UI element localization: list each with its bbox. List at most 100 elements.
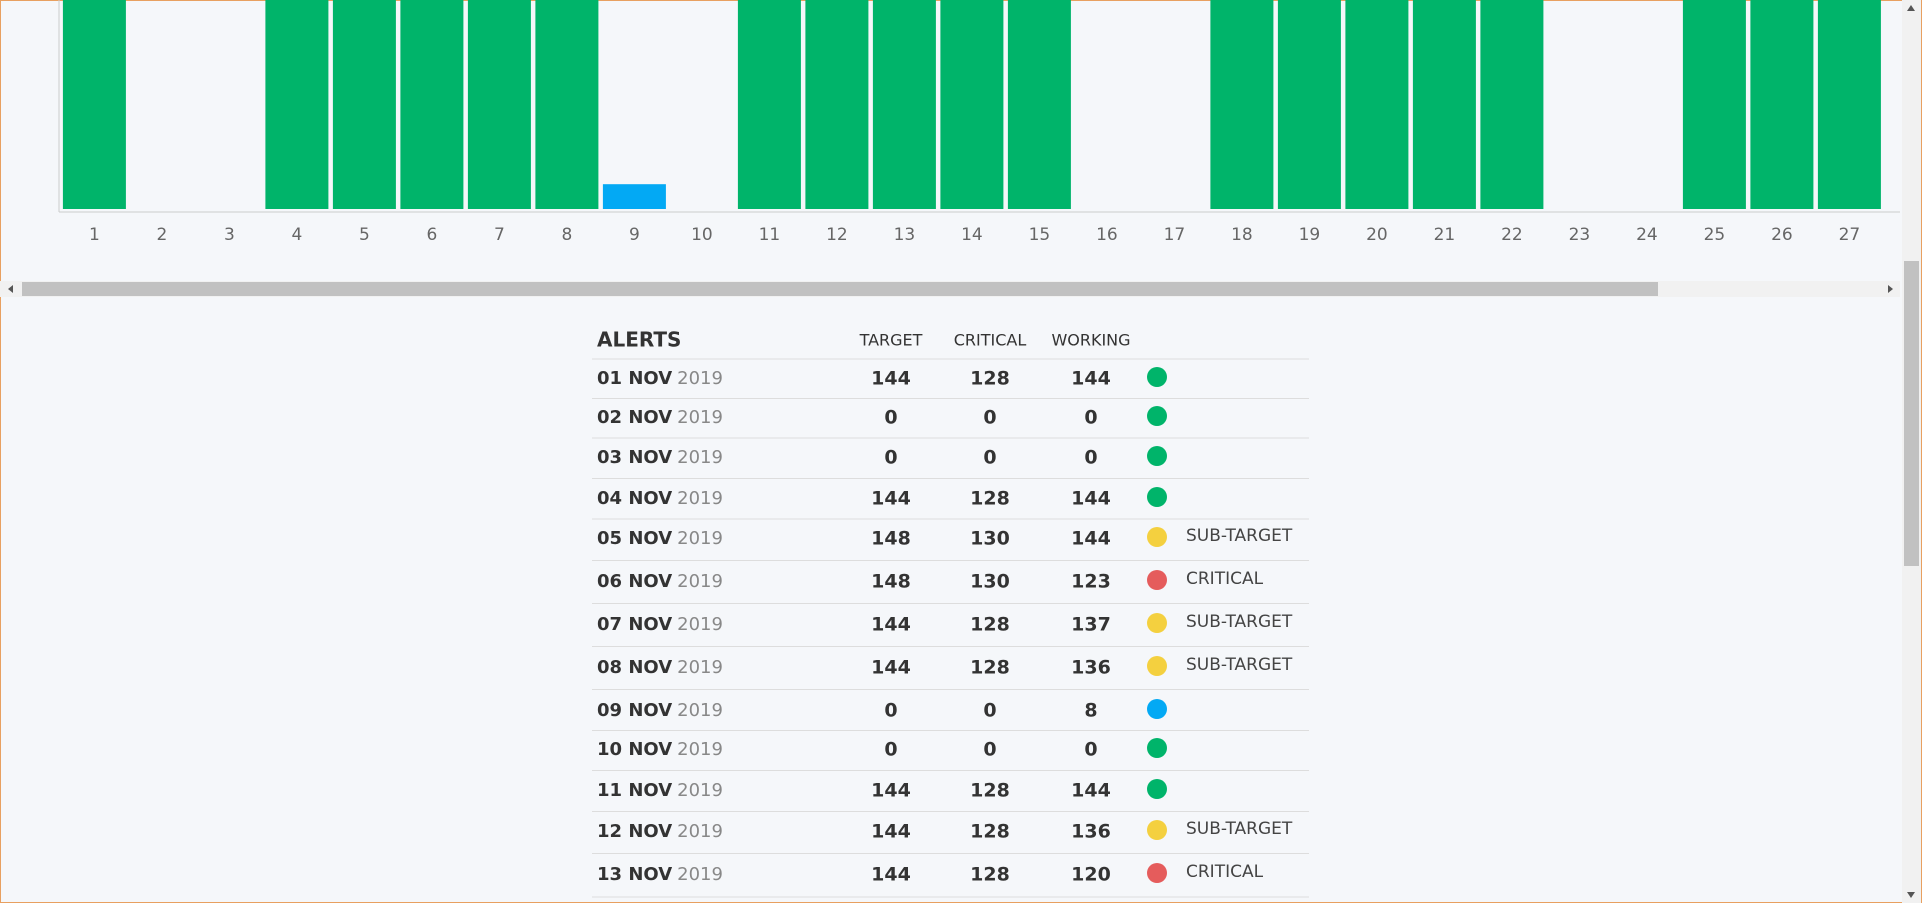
column-header: CRITICAL — [954, 331, 1027, 350]
bar — [602, 184, 666, 209]
cell-critical: 128 — [970, 368, 1010, 390]
date-year: 2019 — [677, 368, 723, 389]
cell-critical: 130 — [970, 571, 1010, 593]
cell-working: 8 — [1084, 700, 1097, 722]
x-tick-label: 7 — [494, 225, 505, 245]
status-dot — [1147, 779, 1167, 799]
date-year: 2019 — [677, 864, 723, 885]
cell-target: 144 — [871, 368, 911, 390]
bar — [1277, 0, 1341, 209]
cell-critical: 128 — [970, 657, 1010, 679]
scroll-right[interactable] — [1888, 285, 1893, 293]
date-day: 10 NOV — [597, 739, 672, 760]
x-tick-label: 11 — [759, 225, 781, 245]
date-day: 05 NOV — [597, 528, 672, 549]
bar — [1480, 0, 1544, 209]
bar — [467, 0, 531, 210]
x-tick-label: 22 — [1501, 225, 1523, 245]
date-day: 03 NOV — [597, 447, 672, 468]
row-date: 03 NOV 2019 — [597, 447, 723, 468]
cell-working: 0 — [1084, 407, 1097, 429]
status-dot — [1147, 570, 1167, 590]
bar — [1345, 0, 1409, 209]
cell-critical: 0 — [983, 447, 996, 469]
date-day: 13 NOV — [597, 864, 672, 885]
date-day: 06 NOV — [597, 571, 672, 592]
cell-critical: 128 — [970, 614, 1010, 636]
status-label: SUB-TARGET — [1186, 655, 1293, 675]
date-year: 2019 — [677, 739, 723, 760]
bar — [940, 0, 1004, 209]
bar — [1682, 0, 1746, 209]
x-tick-label: 4 — [291, 225, 302, 245]
h-scrollbar-thumb[interactable] — [22, 282, 1658, 296]
bar — [1412, 0, 1476, 209]
row-date: 05 NOV 2019 — [597, 528, 723, 549]
bar — [1210, 0, 1274, 209]
cell-target: 144 — [871, 614, 911, 636]
x-tick-label: 20 — [1366, 225, 1388, 245]
x-tick-label: 23 — [1569, 225, 1591, 245]
date-day: 02 NOV — [597, 407, 672, 428]
bar — [265, 0, 329, 209]
row-date: 06 NOV 2019 — [597, 571, 723, 592]
x-tick-label: 15 — [1029, 225, 1051, 245]
date-day: 04 NOV — [597, 488, 672, 509]
x-tick-label: 21 — [1434, 225, 1456, 245]
row-date: 12 NOV 2019 — [597, 821, 723, 842]
bar — [737, 0, 801, 209]
bar — [400, 0, 464, 209]
x-tick-label: 16 — [1096, 225, 1118, 245]
date-year: 2019 — [677, 657, 723, 678]
bar — [872, 0, 936, 209]
cell-critical: 130 — [970, 528, 1010, 550]
date-year: 2019 — [677, 407, 723, 428]
status-dot — [1147, 656, 1167, 676]
scroll-down[interactable] — [1907, 892, 1915, 898]
row-date: 09 NOV 2019 — [597, 700, 723, 721]
row-date: 10 NOV 2019 — [597, 739, 723, 760]
status-dot — [1147, 863, 1167, 883]
v-scrollbar-thumb[interactable] — [1904, 261, 1919, 566]
cell-target: 144 — [871, 657, 911, 679]
x-tick-label: 25 — [1704, 225, 1726, 245]
cell-target: 148 — [871, 528, 911, 550]
row-date: 11 NOV 2019 — [597, 780, 723, 801]
cell-working: 123 — [1071, 571, 1111, 593]
date-year: 2019 — [677, 821, 723, 842]
bar — [1817, 0, 1881, 209]
cell-working: 144 — [1071, 488, 1111, 510]
date-year: 2019 — [677, 700, 723, 721]
status-dot — [1147, 699, 1167, 719]
cell-target: 148 — [871, 571, 911, 593]
x-tick-label: 5 — [359, 225, 370, 245]
date-year: 2019 — [677, 571, 723, 592]
scroll-up[interactable] — [1907, 5, 1915, 11]
row-date: 08 NOV 2019 — [597, 657, 723, 678]
scroll-left[interactable] — [8, 285, 13, 293]
status-label: CRITICAL — [1186, 862, 1264, 882]
row-date: 01 NOV 2019 — [597, 368, 723, 389]
cell-working: 136 — [1071, 821, 1111, 843]
x-tick-label: 24 — [1636, 225, 1658, 245]
cell-working: 136 — [1071, 657, 1111, 679]
cell-critical: 0 — [983, 739, 996, 761]
x-tick-label: 14 — [961, 225, 983, 245]
row-date: 04 NOV 2019 — [597, 488, 723, 509]
x-tick-label: 19 — [1299, 225, 1321, 245]
x-tick-label: 3 — [224, 225, 235, 245]
cell-working: 0 — [1084, 739, 1097, 761]
cell-target: 144 — [871, 821, 911, 843]
date-day: 08 NOV — [597, 657, 672, 678]
cell-target: 0 — [884, 700, 897, 722]
x-tick-label: 1 — [89, 225, 100, 245]
status-dot — [1147, 820, 1167, 840]
date-day: 11 NOV — [597, 780, 672, 801]
cell-working: 144 — [1071, 528, 1111, 550]
bar — [62, 0, 126, 209]
cell-target: 144 — [871, 780, 911, 802]
row-date: 02 NOV 2019 — [597, 407, 723, 428]
bar — [332, 0, 396, 209]
